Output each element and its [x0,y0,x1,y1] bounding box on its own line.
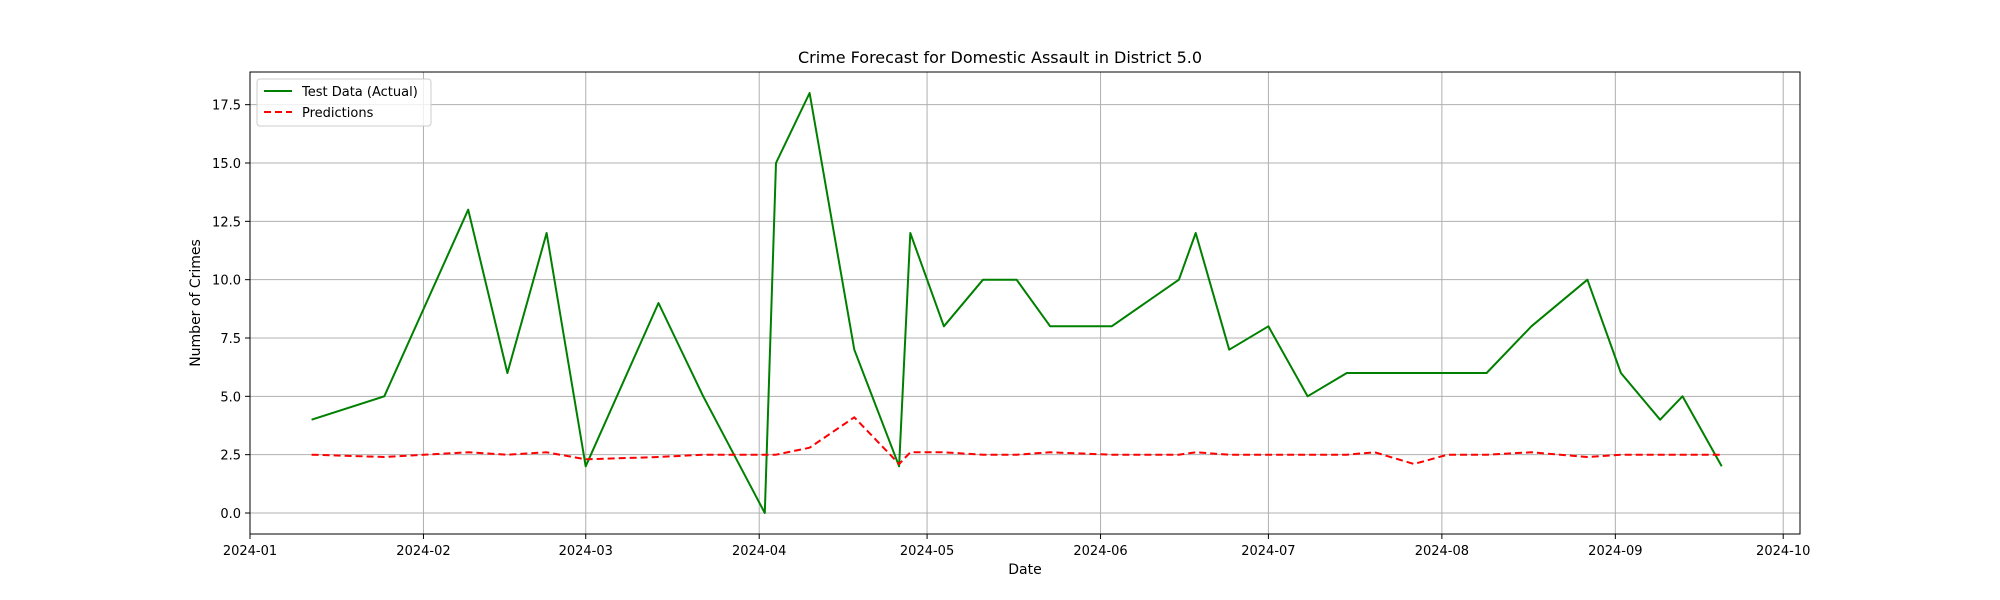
x-tick-label: 2024-10 [1756,544,1810,559]
y-tick-label: 0.0 [220,507,241,522]
x-tick-label: 2024-09 [1588,544,1642,559]
x-tick-label: 2024-06 [1073,544,1127,559]
x-tick-label: 2024-01 [223,544,277,559]
y-tick-label: 7.5 [220,332,241,347]
x-axis: 2024-01 2024-02 2024-03 2024-04 2024-05 2024-… [223,534,1810,559]
x-tick-label: 2024-03 [559,544,613,559]
y-tick-label: 10.0 [212,274,241,289]
x-tick-label: 2024-07 [1241,544,1295,559]
x-axis-label: Date [1008,562,1041,578]
y-axis-label: Number of Crimes [188,239,204,367]
y-tick-label: 12.5 [212,215,241,230]
legend-box [256,78,432,127]
plot-area-frame [249,71,1801,535]
y-tick-label: 5.0 [220,390,241,405]
y-axis: 0.0 2.5 5.0 7.5 10.0 12.5 15.0 17.5 [212,99,250,522]
legend-label-actual: Test Data (Actual) [301,85,418,100]
y-tick-label: 17.5 [212,99,241,114]
series-layer [311,92,1723,514]
chart-title: Crime Forecast for Domestic Assault in D… [798,48,1202,67]
y-tick-label: 2.5 [220,449,241,464]
x-tick-label: 2024-08 [1415,544,1469,559]
grid-layer [249,72,1800,534]
x-tick-label: 2024-02 [396,544,450,559]
legend-label-predictions: Predictions [302,106,374,121]
x-tick-label: 2024-05 [900,544,954,559]
legend: Test Data (Actual) Predictions [256,78,432,127]
x-tick-label: 2024-04 [732,544,786,559]
y-tick-label: 15.0 [212,157,241,172]
